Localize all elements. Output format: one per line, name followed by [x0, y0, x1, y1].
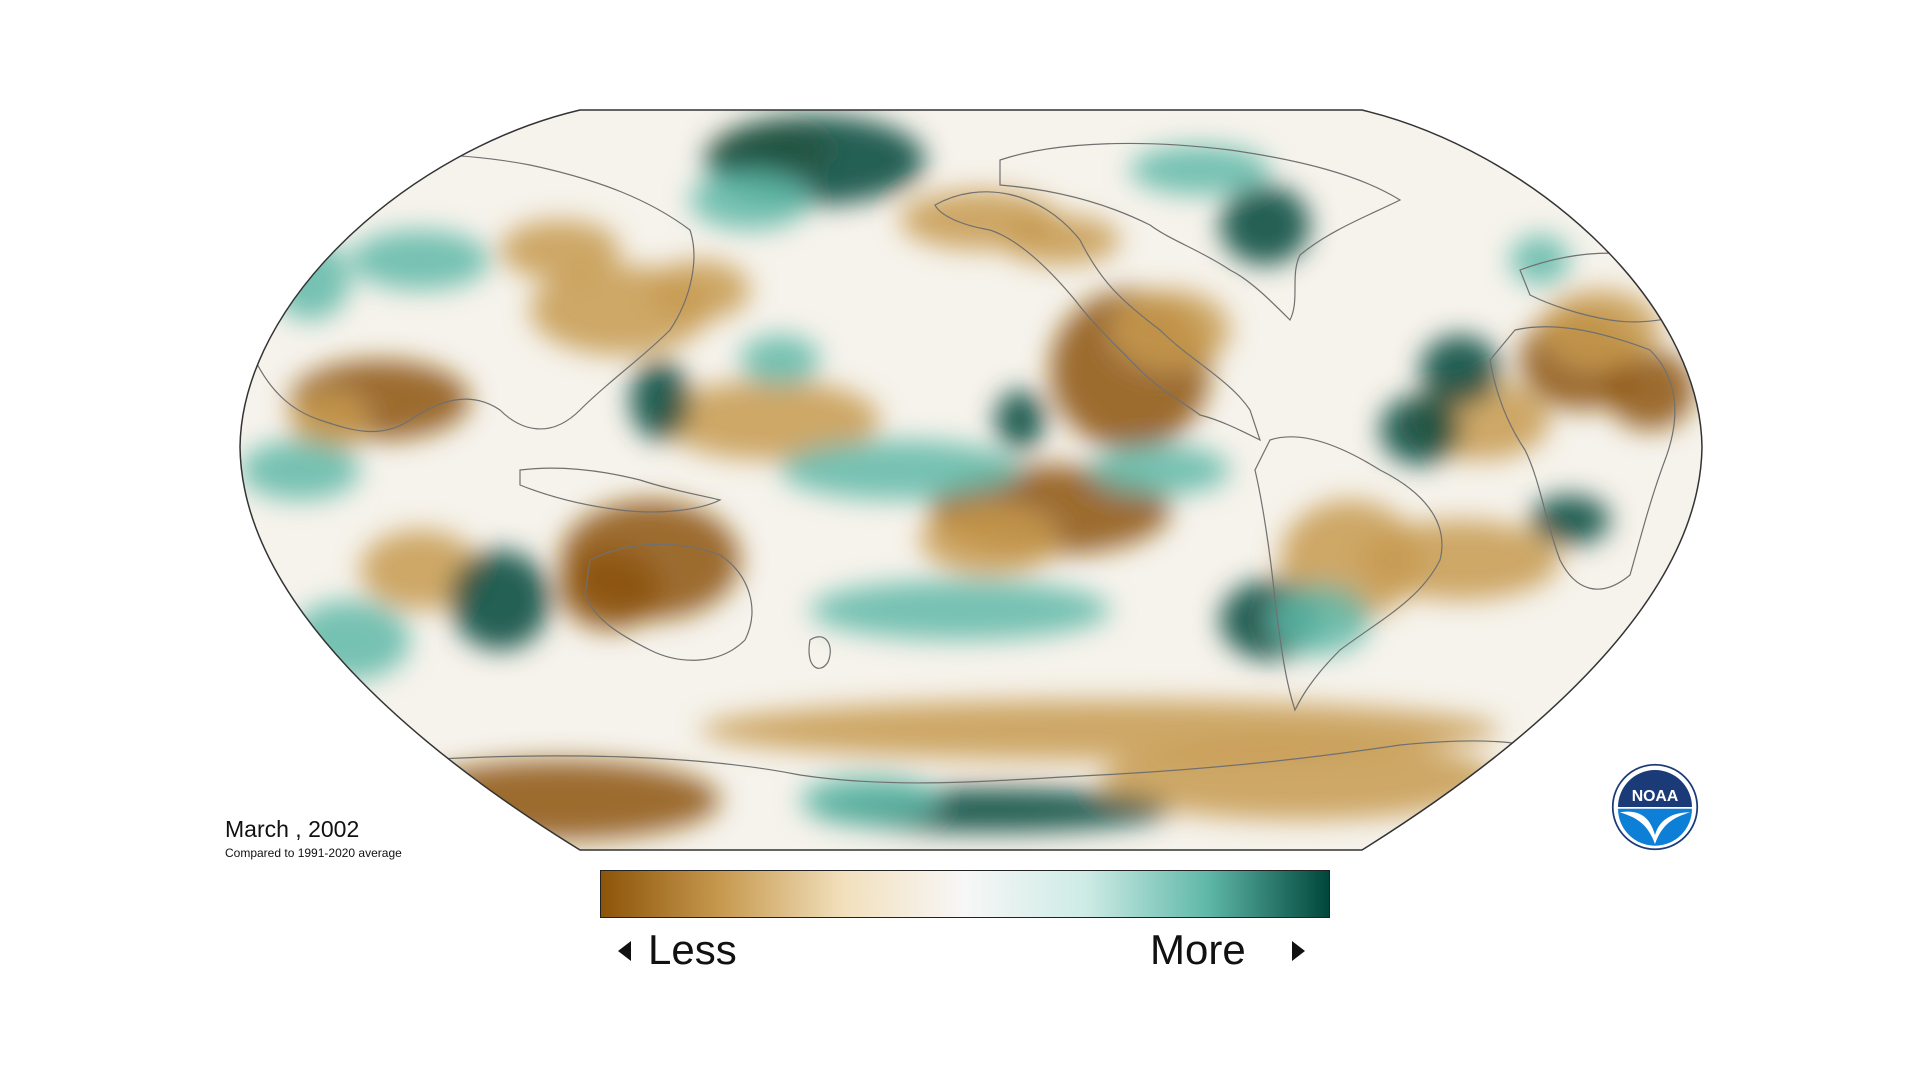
wet-anomaly-29 [1220, 185, 1310, 265]
map-frame [239, 109, 1703, 851]
wet-anomaly-32 [1420, 335, 1500, 405]
dry-anomaly-20 [400, 760, 720, 840]
dry-anomaly-7 [560, 550, 660, 630]
dry-anomaly-19 [1540, 290, 1660, 370]
coast-new-zealand [808, 636, 831, 669]
coast-indonesia [519, 467, 722, 513]
wet-anomaly-39 [270, 240, 350, 320]
wet-anomaly-43 [810, 580, 1110, 640]
wet-anomaly-37 [450, 550, 550, 650]
more-label: More [1150, 926, 1246, 973]
coast-asia [250, 153, 695, 433]
wet-anomaly-30 [1130, 145, 1270, 195]
anomaly-field [240, 110, 1702, 850]
colorbar [600, 870, 1330, 918]
dry-anomaly-15 [1360, 520, 1560, 600]
wet-anomaly-47 [1510, 235, 1570, 285]
wet-anomaly-45 [240, 440, 360, 500]
wet-anomaly-35 [1530, 495, 1610, 545]
dry-anomaly-1 [650, 260, 750, 320]
wet-anomaly-36 [290, 600, 410, 680]
wet-anomaly-38 [350, 230, 490, 290]
less-arrow-icon [618, 941, 631, 961]
wet-anomaly-42 [780, 440, 1020, 500]
wet-anomaly-27 [630, 360, 690, 440]
less-label: Less [648, 926, 737, 973]
wet-anomaly-31 [1380, 395, 1460, 465]
coast-north-america [934, 191, 1262, 442]
logo-text: NOAA [1632, 788, 1679, 805]
coast-antarctica [419, 740, 1561, 784]
coast-canada-arctic [999, 142, 1402, 322]
anomaly-blobs [240, 115, 1695, 840]
dry-anomaly-2 [500, 220, 620, 280]
wet-anomaly-34 [1270, 585, 1370, 655]
dry-anomaly-17 [1605, 350, 1695, 430]
wet-anomaly-41 [800, 775, 940, 825]
coast-australia [584, 543, 753, 661]
dry-anomaly-24 [360, 530, 480, 610]
dry-anomaly-13 [1000, 215, 1120, 265]
wet-anomaly-46 [740, 335, 820, 385]
dry-anomaly-5 [660, 380, 880, 460]
coast-south-america [1254, 436, 1443, 712]
wet-anomaly-26 [690, 170, 810, 230]
date-label: March , 2002 [225, 816, 360, 842]
coast-africa [1489, 326, 1676, 590]
baseline-label: Compared to 1991-2020 average [225, 846, 402, 860]
dry-anomaly-9 [1110, 290, 1230, 370]
dry-anomaly-4 [290, 390, 370, 450]
dry-anomaly-21 [1100, 740, 1500, 820]
more-arrow-icon [1292, 941, 1305, 961]
wet-anomaly-28 [995, 390, 1045, 450]
wet-anomaly-44 [1090, 445, 1230, 495]
dry-anomaly-22 [700, 700, 1500, 760]
noaa-logo-icon: NOAA [1611, 763, 1699, 851]
dry-anomaly-11 [920, 505, 1060, 575]
